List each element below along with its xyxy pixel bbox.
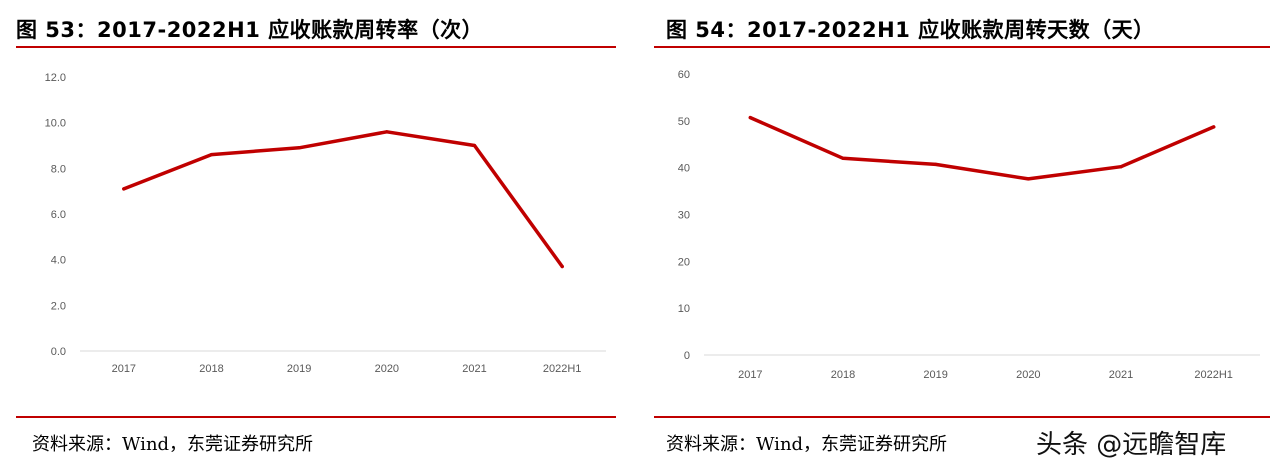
y-tick-label: 10: [678, 303, 690, 315]
data-point: [297, 146, 301, 150]
y-tick-label: 6.0: [51, 209, 66, 221]
chart-title: 图 53：2017-2022H1 应收账款周转率（次）: [16, 18, 484, 42]
x-tick-label: 2018: [199, 363, 223, 375]
x-tick-label: 2017: [112, 363, 136, 375]
watermark-text: 头条 @远瞻智库: [1036, 430, 1227, 460]
data-point: [385, 130, 389, 134]
y-tick-label: 2.0: [51, 300, 66, 312]
line-chart-turnover-ratio: 0.0 2.0 4.0 6.0 8.0 10.0 12.0 2017 2018 2019 2020 2…: [45, 72, 606, 375]
y-tick-label: 0: [684, 350, 690, 362]
chart-panel-turnover-days: 图 54：2017-2022H1 应收账款周转天数（天） 0 10 20 30 40 50…: [650, 0, 1286, 475]
title-rule: [654, 46, 1270, 48]
title-rule: [16, 46, 616, 48]
source-note: 资料来源：Wind，东莞证券研究所: [32, 434, 314, 455]
x-tick-label: 2021: [462, 363, 486, 375]
x-tick-label: 2020: [375, 363, 399, 375]
data-point: [934, 162, 938, 166]
y-tick-label: 40: [678, 163, 690, 175]
x-tick-label: 2019: [923, 369, 947, 381]
source-rule: [654, 416, 1270, 418]
data-point: [472, 143, 477, 148]
series-line: [122, 130, 564, 269]
y-tick-label: 50: [678, 116, 690, 128]
source-note: 资料来源：Wind，东莞证券研究所: [666, 434, 948, 455]
x-tick-label: 2022H1: [543, 363, 582, 375]
y-tick-label: 30: [678, 210, 690, 222]
y-tick-label: 60: [678, 69, 690, 81]
line-chart-turnover-days: 0 10 20 30 40 50 60 2017 2018 2019 2020 2021 2022H1: [678, 69, 1260, 381]
y-tick-label: 20: [678, 256, 690, 268]
y-tick-label: 0.0: [51, 346, 66, 358]
x-tick-label: 2017: [738, 369, 762, 381]
x-tick-label: 2021: [1109, 369, 1133, 381]
chart-title: 图 54：2017-2022H1 应收账款周转天数（天）: [666, 18, 1155, 42]
data-point: [841, 156, 845, 160]
data-point: [1026, 177, 1030, 181]
data-point: [1212, 125, 1216, 129]
chart-panel-turnover-ratio: 图 53：2017-2022H1 应收账款周转率（次） 0.0 2.0 4.0 6.0…: [0, 0, 630, 475]
data-point: [122, 187, 126, 191]
x-tick-label: 2019: [287, 363, 311, 375]
data-point: [560, 264, 564, 269]
x-tick-label: 2022H1: [1194, 369, 1233, 381]
data-point: [748, 115, 752, 120]
y-tick-label: 4.0: [51, 255, 66, 267]
series-line: [748, 115, 1216, 181]
y-tick-label: 8.0: [51, 163, 66, 175]
data-point: [209, 153, 214, 157]
y-tick-label: 10.0: [45, 118, 66, 130]
source-rule: [16, 416, 616, 418]
data-point: [1119, 165, 1123, 169]
y-tick-label: 12.0: [45, 72, 66, 84]
x-tick-label: 2018: [831, 369, 855, 381]
x-tick-label: 2020: [1016, 369, 1040, 381]
